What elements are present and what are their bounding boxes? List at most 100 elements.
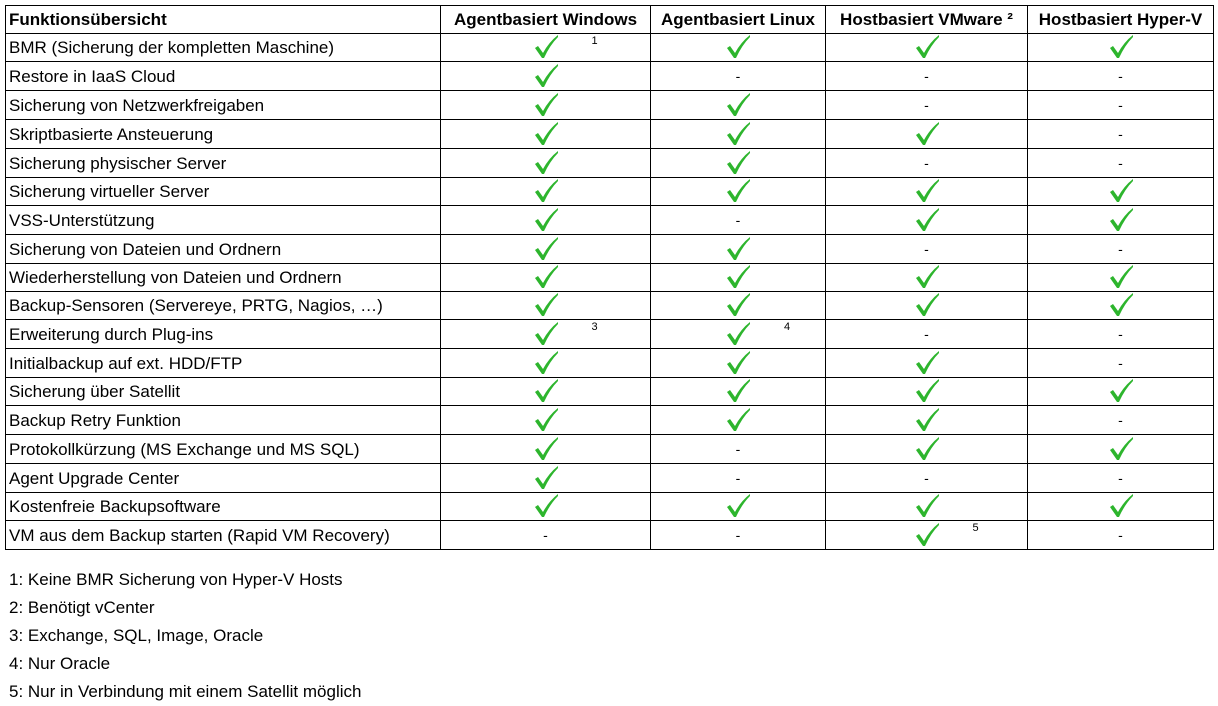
cell-host-hyperv: - <box>1027 148 1214 178</box>
dash: - <box>735 527 741 543</box>
header-agent-windows: Agentbasiert Windows <box>440 5 651 34</box>
cell-host-vmware: 5 <box>825 520 1028 550</box>
cell-agent-windows: 1 <box>440 33 651 62</box>
dash: - <box>924 326 929 342</box>
checkmark-icon <box>915 494 939 518</box>
dash: - <box>924 68 929 84</box>
cell-host-hyperv <box>1027 492 1214 521</box>
table-row: Backup Retry Funktion - <box>5 405 1214 435</box>
footnote-marker: 4 <box>784 321 791 333</box>
checkmark-icon <box>1109 494 1133 518</box>
cell-agent-linux <box>650 148 826 178</box>
cell-host-hyperv <box>1027 177 1214 206</box>
cell-agent-windows <box>440 61 651 91</box>
cell-agent-linux: - <box>650 463 826 493</box>
checkmark-icon <box>727 494 750 518</box>
cell-host-hyperv: - <box>1027 520 1214 550</box>
cell-agent-windows <box>440 492 651 521</box>
cell-agent-linux <box>650 90 826 120</box>
checkmark-icon <box>1109 35 1133 59</box>
cell-host-vmware <box>825 291 1028 320</box>
checkmark-icon <box>1109 379 1133 403</box>
table-row: Sicherung von Netzwerkfreigaben - - <box>5 90 1214 120</box>
cell-agent-windows <box>440 119 651 149</box>
cell-host-hyperv: - <box>1027 90 1214 120</box>
checkmark-icon <box>915 436 939 460</box>
checkmark-icon <box>915 265 939 289</box>
cell-host-vmware: - <box>825 148 1028 178</box>
dash: - <box>1118 527 1123 543</box>
checkmark-icon <box>915 121 939 145</box>
feature-label: Agent Upgrade Center <box>5 463 441 493</box>
table-row: BMR (Sicherung der kompletten Maschine) 1 <box>5 33 1214 62</box>
checkmark-icon <box>534 207 558 231</box>
cell-host-vmware <box>825 177 1028 206</box>
checkmark-icon <box>534 35 558 59</box>
cell-host-hyperv <box>1027 291 1214 320</box>
checkmark-icon <box>915 207 939 231</box>
checkmark-icon <box>534 150 558 174</box>
cell-host-vmware <box>825 263 1028 292</box>
checkmark-icon <box>534 265 558 289</box>
table-row: Wiederherstellung von Dateien und Ordner… <box>5 263 1214 292</box>
table-row: Protokollkürzung (MS Exchange und MS SQL… <box>5 434 1214 464</box>
cell-agent-windows <box>440 90 651 120</box>
feature-label: VSS-Unterstützung <box>5 205 441 235</box>
dash: - <box>1118 241 1123 257</box>
cell-agent-windows <box>440 291 651 320</box>
dash: - <box>924 155 929 171</box>
cell-host-hyperv: - <box>1027 319 1214 349</box>
table-row: Erweiterung durch Plug-ins 3 4 - - <box>5 319 1214 349</box>
cell-agent-windows <box>440 148 651 178</box>
cell-agent-windows <box>440 205 651 235</box>
table-row: Sicherung über Satellit <box>5 377 1214 406</box>
cell-host-vmware <box>825 119 1028 149</box>
feature-label: Skriptbasierte Ansteuerung <box>5 119 441 149</box>
checkmark-icon <box>727 350 750 374</box>
feature-label: Sicherung von Dateien und Ordnern <box>5 234 441 264</box>
header-host-hyperv: Hostbasiert Hyper-V <box>1027 5 1214 34</box>
checkmark-icon <box>1109 179 1133 203</box>
checkmark-icon <box>534 350 558 374</box>
cell-agent-windows <box>440 377 651 406</box>
checkmark-icon <box>1109 436 1133 460</box>
feature-label: BMR (Sicherung der kompletten Maschine) <box>5 33 441 62</box>
table-row: Sicherung physischer Server - - <box>5 148 1214 178</box>
cell-host-hyperv <box>1027 263 1214 292</box>
cell-agent-linux: - <box>650 434 826 464</box>
checkmark-icon <box>727 321 750 345</box>
table-row: Agent Upgrade Center - - - <box>5 463 1214 493</box>
cell-host-hyperv <box>1027 434 1214 464</box>
checkmark-icon <box>534 63 558 87</box>
checkmark-icon <box>727 265 750 289</box>
checkmark-icon <box>727 121 750 145</box>
cell-host-hyperv <box>1027 377 1214 406</box>
cell-agent-linux <box>650 234 826 264</box>
cell-agent-windows <box>440 348 651 378</box>
checkmark-icon <box>727 407 750 431</box>
cell-agent-linux <box>650 405 826 435</box>
feature-label: Protokollkürzung (MS Exchange und MS SQL… <box>5 434 441 464</box>
checkmark-icon <box>534 436 558 460</box>
checkmark-icon <box>534 465 558 489</box>
cell-agent-linux <box>650 291 826 320</box>
checkmark-icon <box>915 179 939 203</box>
checkmark-icon <box>915 379 939 403</box>
cell-agent-linux: 4 <box>650 319 826 349</box>
feature-label: Kostenfreie Backupsoftware <box>5 492 441 521</box>
checkmark-icon <box>1109 293 1133 317</box>
feature-comparison-table: Funktionsübersicht Agentbasiert Windows … <box>5 5 1214 550</box>
dash: - <box>924 470 929 486</box>
footnote-marker: 3 <box>591 321 598 333</box>
dash: - <box>735 470 741 486</box>
cell-agent-windows <box>440 234 651 264</box>
checkmark-icon <box>727 179 750 203</box>
cell-host-hyperv: - <box>1027 463 1214 493</box>
cell-host-vmware: - <box>825 234 1028 264</box>
cell-host-hyperv <box>1027 33 1214 62</box>
footnote: 3: Exchange, SQL, Image, Oracle <box>9 626 264 645</box>
checkmark-icon <box>915 35 939 59</box>
table-row: VM aus dem Backup starten (Rapid VM Reco… <box>5 520 1214 550</box>
cell-agent-windows: 3 <box>440 319 651 349</box>
footnotes: 1: Keine BMR Sicherung von Hyper-V Hosts… <box>9 566 361 706</box>
